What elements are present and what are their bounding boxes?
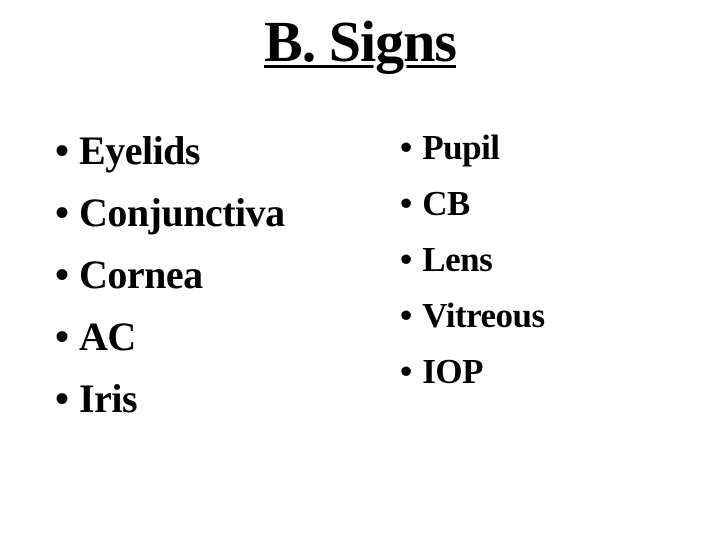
item-label: Pupil xyxy=(422,120,499,176)
item-label: Vitreous xyxy=(422,288,544,344)
list-item: • Lens xyxy=(400,232,720,288)
item-label: CB xyxy=(422,176,470,232)
item-label: Cornea xyxy=(79,244,203,306)
item-label: IOP xyxy=(422,344,483,400)
bullet-icon: • xyxy=(55,120,69,182)
list-item: • AC xyxy=(55,306,400,368)
bullet-icon: • xyxy=(400,120,412,176)
list-item: • IOP xyxy=(400,344,720,400)
bullet-icon: • xyxy=(55,244,69,306)
bullet-icon: • xyxy=(55,306,69,368)
page-title: B. Signs xyxy=(264,8,456,75)
right-column: • Pupil • CB • Lens • Vitreous • IOP xyxy=(400,120,720,430)
list-item: • Cornea xyxy=(55,244,400,306)
bullet-icon: • xyxy=(400,232,412,288)
list-item: • Pupil xyxy=(400,120,720,176)
title-container: B. Signs xyxy=(0,0,720,75)
list-item: • Conjunctiva xyxy=(55,182,400,244)
list-item: • CB xyxy=(400,176,720,232)
bullet-icon: • xyxy=(55,182,69,244)
bullet-icon: • xyxy=(400,176,412,232)
item-label: Iris xyxy=(79,368,137,430)
left-column: • Eyelids • Conjunctiva • Cornea • AC • … xyxy=(55,120,400,430)
bullet-icon: • xyxy=(55,368,69,430)
list-item: • Iris xyxy=(55,368,400,430)
list-item: • Vitreous xyxy=(400,288,720,344)
item-label: Eyelids xyxy=(79,120,200,182)
list-item: • Eyelids xyxy=(55,120,400,182)
item-label: AC xyxy=(79,306,136,368)
bullet-icon: • xyxy=(400,288,412,344)
item-label: Lens xyxy=(422,232,492,288)
bullet-icon: • xyxy=(400,344,412,400)
item-label: Conjunctiva xyxy=(79,182,285,244)
columns-wrapper: • Eyelids • Conjunctiva • Cornea • AC • … xyxy=(0,120,720,430)
